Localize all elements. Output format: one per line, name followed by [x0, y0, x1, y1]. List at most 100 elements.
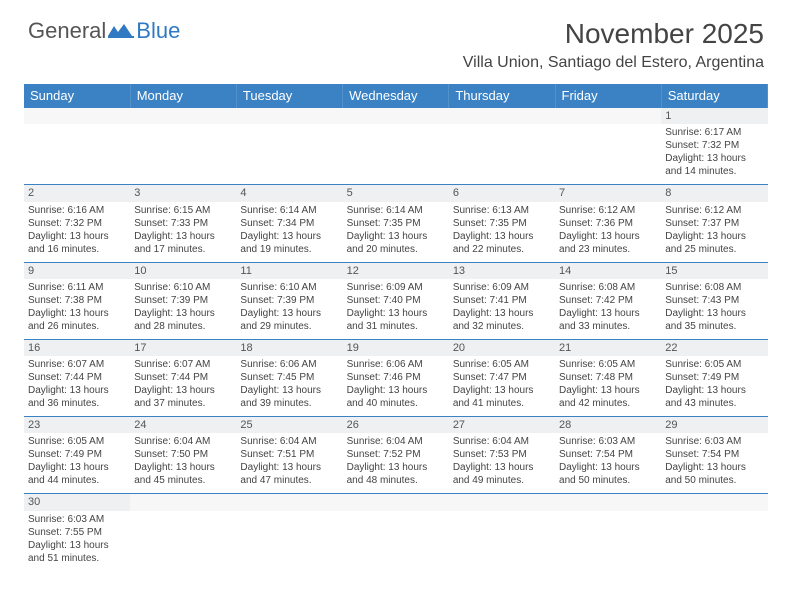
- day-number-cell: 23: [24, 417, 130, 434]
- sunset-text: Sunset: 7:32 PM: [665, 139, 763, 152]
- day-number-cell: 24: [130, 417, 236, 434]
- day-number-row: 30: [24, 494, 768, 511]
- day-data-cell: Sunrise: 6:06 AMSunset: 7:45 PMDaylight:…: [236, 356, 342, 417]
- logo-text-1: General: [28, 18, 106, 44]
- day-number-cell: 29: [661, 417, 767, 434]
- sunset-text: Sunset: 7:35 PM: [453, 217, 551, 230]
- day-data-cell: Sunrise: 6:14 AMSunset: 7:34 PMDaylight:…: [236, 202, 342, 263]
- day-data-cell: Sunrise: 6:09 AMSunset: 7:41 PMDaylight:…: [449, 279, 555, 340]
- day-number-cell: 27: [449, 417, 555, 434]
- sunrise-text: Sunrise: 6:08 AM: [559, 281, 657, 294]
- logo: General Blue: [28, 18, 180, 44]
- day-data-cell: Sunrise: 6:17 AMSunset: 7:32 PMDaylight:…: [661, 124, 767, 185]
- sunset-text: Sunset: 7:34 PM: [240, 217, 338, 230]
- weekday-header: Thursday: [449, 84, 555, 108]
- day-data-cell: [236, 511, 342, 571]
- day-data-cell: Sunrise: 6:08 AMSunset: 7:42 PMDaylight:…: [555, 279, 661, 340]
- sunset-text: Sunset: 7:32 PM: [28, 217, 126, 230]
- sunset-text: Sunset: 7:43 PM: [665, 294, 763, 307]
- sunset-text: Sunset: 7:51 PM: [240, 448, 338, 461]
- daylight-text: Daylight: 13 hours and 40 minutes.: [347, 384, 445, 410]
- daylight-text: Daylight: 13 hours and 50 minutes.: [559, 461, 657, 487]
- sunrise-text: Sunrise: 6:17 AM: [665, 126, 763, 139]
- day-data-cell: Sunrise: 6:04 AMSunset: 7:51 PMDaylight:…: [236, 433, 342, 494]
- daylight-text: Daylight: 13 hours and 37 minutes.: [134, 384, 232, 410]
- sunrise-text: Sunrise: 6:12 AM: [559, 204, 657, 217]
- day-data-cell: [555, 511, 661, 571]
- daylight-text: Daylight: 13 hours and 45 minutes.: [134, 461, 232, 487]
- day-number-cell: 26: [343, 417, 449, 434]
- daylight-text: Daylight: 13 hours and 33 minutes.: [559, 307, 657, 333]
- day-data-cell: Sunrise: 6:04 AMSunset: 7:50 PMDaylight:…: [130, 433, 236, 494]
- sunrise-text: Sunrise: 6:14 AM: [347, 204, 445, 217]
- day-data-cell: Sunrise: 6:06 AMSunset: 7:46 PMDaylight:…: [343, 356, 449, 417]
- day-number-cell: 4: [236, 185, 342, 202]
- day-number-row: 9101112131415: [24, 262, 768, 279]
- day-number-cell: 11: [236, 262, 342, 279]
- day-data-cell: [130, 124, 236, 185]
- sunset-text: Sunset: 7:53 PM: [453, 448, 551, 461]
- sunrise-text: Sunrise: 6:05 AM: [28, 435, 126, 448]
- day-data-row: Sunrise: 6:11 AMSunset: 7:38 PMDaylight:…: [24, 279, 768, 340]
- day-number-cell: [236, 108, 342, 125]
- sunset-text: Sunset: 7:35 PM: [347, 217, 445, 230]
- day-number-cell: 21: [555, 339, 661, 356]
- daylight-text: Daylight: 13 hours and 49 minutes.: [453, 461, 551, 487]
- daylight-text: Daylight: 13 hours and 42 minutes.: [559, 384, 657, 410]
- sunrise-text: Sunrise: 6:07 AM: [28, 358, 126, 371]
- day-number-cell: 18: [236, 339, 342, 356]
- sunset-text: Sunset: 7:48 PM: [559, 371, 657, 384]
- sunset-text: Sunset: 7:54 PM: [559, 448, 657, 461]
- day-data-row: Sunrise: 6:17 AMSunset: 7:32 PMDaylight:…: [24, 124, 768, 185]
- sunset-text: Sunset: 7:33 PM: [134, 217, 232, 230]
- day-data-cell: [555, 124, 661, 185]
- day-number-cell: 30: [24, 494, 130, 511]
- day-data-cell: Sunrise: 6:05 AMSunset: 7:48 PMDaylight:…: [555, 356, 661, 417]
- day-number-cell: 6: [449, 185, 555, 202]
- flag-icon: [108, 22, 134, 40]
- daylight-text: Daylight: 13 hours and 16 minutes.: [28, 230, 126, 256]
- day-number-cell: 14: [555, 262, 661, 279]
- sunrise-text: Sunrise: 6:04 AM: [453, 435, 551, 448]
- sunrise-text: Sunrise: 6:10 AM: [134, 281, 232, 294]
- sunrise-text: Sunrise: 6:04 AM: [134, 435, 232, 448]
- daylight-text: Daylight: 13 hours and 23 minutes.: [559, 230, 657, 256]
- day-number-cell: 5: [343, 185, 449, 202]
- sunset-text: Sunset: 7:49 PM: [665, 371, 763, 384]
- day-number-cell: [449, 108, 555, 125]
- weekday-header: Friday: [555, 84, 661, 108]
- sunrise-text: Sunrise: 6:14 AM: [240, 204, 338, 217]
- sunset-text: Sunset: 7:46 PM: [347, 371, 445, 384]
- day-number-row: 2345678: [24, 185, 768, 202]
- day-data-cell: Sunrise: 6:04 AMSunset: 7:52 PMDaylight:…: [343, 433, 449, 494]
- day-data-cell: [343, 511, 449, 571]
- day-number-cell: [24, 108, 130, 125]
- day-data-row: Sunrise: 6:07 AMSunset: 7:44 PMDaylight:…: [24, 356, 768, 417]
- weekday-header: Monday: [130, 84, 236, 108]
- daylight-text: Daylight: 13 hours and 48 minutes.: [347, 461, 445, 487]
- daylight-text: Daylight: 13 hours and 22 minutes.: [453, 230, 551, 256]
- daylight-text: Daylight: 13 hours and 35 minutes.: [665, 307, 763, 333]
- day-data-cell: Sunrise: 6:07 AMSunset: 7:44 PMDaylight:…: [24, 356, 130, 417]
- sunset-text: Sunset: 7:54 PM: [665, 448, 763, 461]
- day-number-cell: 1: [661, 108, 767, 125]
- day-number-cell: 15: [661, 262, 767, 279]
- day-data-cell: Sunrise: 6:05 AMSunset: 7:47 PMDaylight:…: [449, 356, 555, 417]
- sunset-text: Sunset: 7:50 PM: [134, 448, 232, 461]
- day-number-cell: 3: [130, 185, 236, 202]
- day-data-cell: [236, 124, 342, 185]
- day-number-cell: 16: [24, 339, 130, 356]
- sunrise-text: Sunrise: 6:03 AM: [665, 435, 763, 448]
- sunset-text: Sunset: 7:49 PM: [28, 448, 126, 461]
- day-data-cell: Sunrise: 6:09 AMSunset: 7:40 PMDaylight:…: [343, 279, 449, 340]
- day-number-cell: [555, 108, 661, 125]
- day-number-cell: [343, 108, 449, 125]
- logo-text-2: Blue: [136, 18, 180, 44]
- day-data-cell: Sunrise: 6:03 AMSunset: 7:54 PMDaylight:…: [555, 433, 661, 494]
- sunset-text: Sunset: 7:37 PM: [665, 217, 763, 230]
- daylight-text: Daylight: 13 hours and 19 minutes.: [240, 230, 338, 256]
- sunset-text: Sunset: 7:40 PM: [347, 294, 445, 307]
- daylight-text: Daylight: 13 hours and 20 minutes.: [347, 230, 445, 256]
- day-number-cell: 28: [555, 417, 661, 434]
- daylight-text: Daylight: 13 hours and 31 minutes.: [347, 307, 445, 333]
